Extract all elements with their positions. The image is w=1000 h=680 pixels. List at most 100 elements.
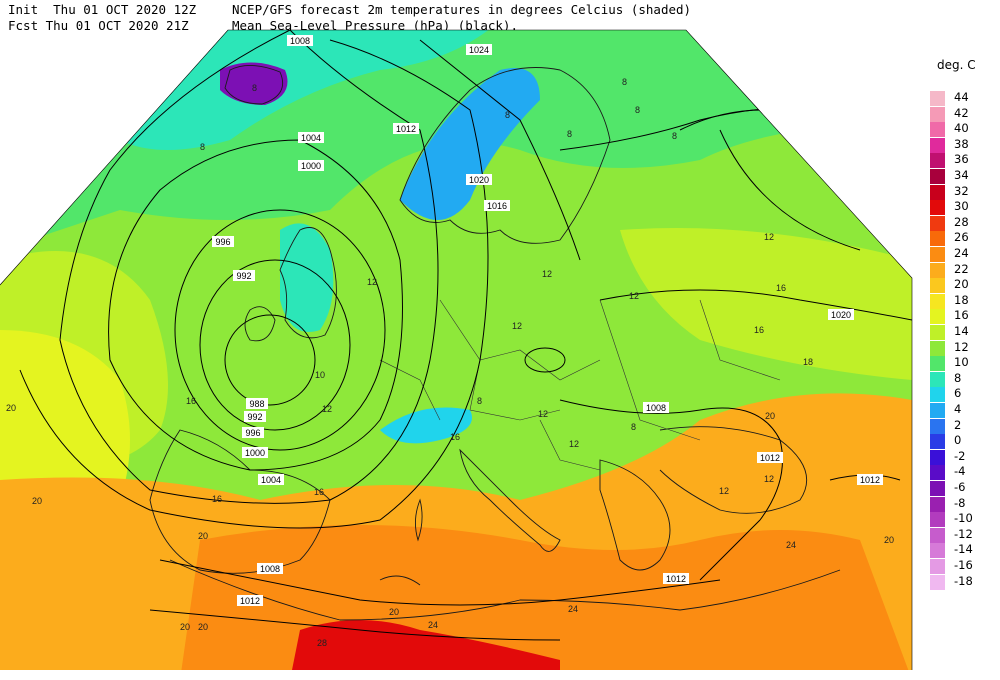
legend-entry: 2 <box>930 418 1000 434</box>
legend-label: 26 <box>954 230 969 245</box>
legend-entry: 14 <box>930 324 1000 340</box>
legend-entry: 24 <box>930 246 1000 262</box>
isobar-label: 1012 <box>663 573 689 584</box>
svg-text:1008: 1008 <box>290 36 310 46</box>
svg-text:1008: 1008 <box>646 403 666 413</box>
legend-entry: -6 <box>930 480 1000 496</box>
legend-entry: 26 <box>930 230 1000 247</box>
legend-entry: -12 <box>930 527 1000 543</box>
legend-label: 30 <box>954 199 969 214</box>
legend-swatch <box>930 231 945 247</box>
isobar-label: 1020 <box>466 174 492 185</box>
temp-label: 20 <box>198 531 208 541</box>
temp-label: 12 <box>367 277 377 287</box>
map-frame <box>0 29 913 670</box>
temp-label: 16 <box>212 494 222 504</box>
temp-label: 12 <box>719 486 729 496</box>
temp-label: 10 <box>315 370 325 380</box>
svg-text:1000: 1000 <box>245 448 265 458</box>
isobar-label: 1004 <box>258 474 284 485</box>
legend-swatch <box>930 278 945 294</box>
temp-label: 24 <box>786 540 796 550</box>
legend-entry: 30 <box>930 199 1000 216</box>
legend-swatch <box>930 91 945 106</box>
legend-swatch <box>930 559 945 574</box>
legend-label: -10 <box>954 511 973 526</box>
legend-label: 24 <box>954 246 969 260</box>
legend-label: 32 <box>954 183 969 198</box>
temp-label: 8 <box>567 129 572 139</box>
legend-swatch <box>930 481 945 496</box>
legend-label: 28 <box>954 214 969 229</box>
svg-text:1012: 1012 <box>860 475 880 485</box>
legend-entry: 36 <box>930 152 1000 169</box>
legend-swatch <box>930 434 945 450</box>
legend-swatch <box>930 449 945 465</box>
legend-label: 0 <box>954 433 962 448</box>
temp-label: 12 <box>512 321 522 331</box>
legend-label: 40 <box>954 121 969 136</box>
legend-label: 2 <box>954 417 962 432</box>
temp-label: 8 <box>505 110 510 120</box>
map-title: NCEP/GFS forecast 2m temperatures in deg… <box>232 2 692 17</box>
legend-entry: 40 <box>930 121 1000 138</box>
legend-label: 14 <box>954 324 969 338</box>
legend-entry: 22 <box>930 262 1000 278</box>
map-subtitle: Mean Sea-Level Pressure (hPa) (black). <box>232 18 518 33</box>
legend-swatch <box>930 293 945 309</box>
temp-label: 8 <box>672 131 677 141</box>
temp-label: 12 <box>764 232 774 242</box>
temp-label: 8 <box>635 105 640 115</box>
legend-entry: -10 <box>930 511 1000 528</box>
isobar-label: 1024 <box>466 44 492 55</box>
svg-text:1008: 1008 <box>260 564 280 574</box>
isobar-label: 1012 <box>237 595 263 606</box>
isobar-label: 1000 <box>242 447 268 458</box>
legend-entry: 38 <box>930 137 1000 153</box>
legend-swatch <box>930 106 945 122</box>
legend-swatch <box>930 356 945 372</box>
legend-entry: -8 <box>930 496 1000 512</box>
legend-entry: 8 <box>930 371 1000 387</box>
country-borders <box>379 299 781 471</box>
legend-swatch <box>930 527 945 543</box>
isobar-label: 1016 <box>484 200 510 211</box>
svg-text:1024: 1024 <box>469 45 489 55</box>
isobar-label: 1008 <box>643 402 669 413</box>
svg-text:1012: 1012 <box>396 124 416 134</box>
isobar-label: 992 <box>244 411 266 422</box>
temp-label: 20 <box>198 622 208 632</box>
legend-entry: 10 <box>930 355 1000 372</box>
legend-label: 22 <box>954 261 969 276</box>
legend-entry: 18 <box>930 293 1000 309</box>
isobar-label: 996 <box>242 427 264 438</box>
temp-label: 20 <box>884 535 894 545</box>
legend-label: 20 <box>954 277 969 292</box>
temp-label: 16 <box>754 325 764 335</box>
temp-label: 24 <box>428 620 438 630</box>
legend-swatch <box>930 512 945 528</box>
legend-label: 12 <box>954 339 969 354</box>
temp-band-scandinavia-cold <box>400 68 540 220</box>
isobar-label: 1012 <box>857 474 883 485</box>
temp-band-alps-cold <box>380 407 472 444</box>
temp-label: 20 <box>6 403 16 413</box>
temp-label: 8 <box>622 77 627 87</box>
legend-label: 10 <box>954 355 969 370</box>
temp-label: 18 <box>803 357 813 367</box>
legend-entry: -2 <box>930 449 1000 465</box>
legend-swatch <box>930 465 945 481</box>
legend-swatch <box>930 247 945 262</box>
temperature-labels: 8 8 8 8 8 8 8 8 12 12 12 12 12 12 12 12 … <box>6 77 894 648</box>
svg-text:996: 996 <box>245 428 260 438</box>
legend-label: 8 <box>954 370 962 385</box>
legend-swatch <box>930 403 945 418</box>
legend-swatch <box>930 122 945 138</box>
temp-label: 24 <box>568 604 578 614</box>
svg-text:1004: 1004 <box>261 475 281 485</box>
legend-label: 16 <box>954 308 969 323</box>
temp-label: 20 <box>180 622 190 632</box>
legend-label: 34 <box>954 168 969 182</box>
legend-label: -18 <box>954 573 973 588</box>
